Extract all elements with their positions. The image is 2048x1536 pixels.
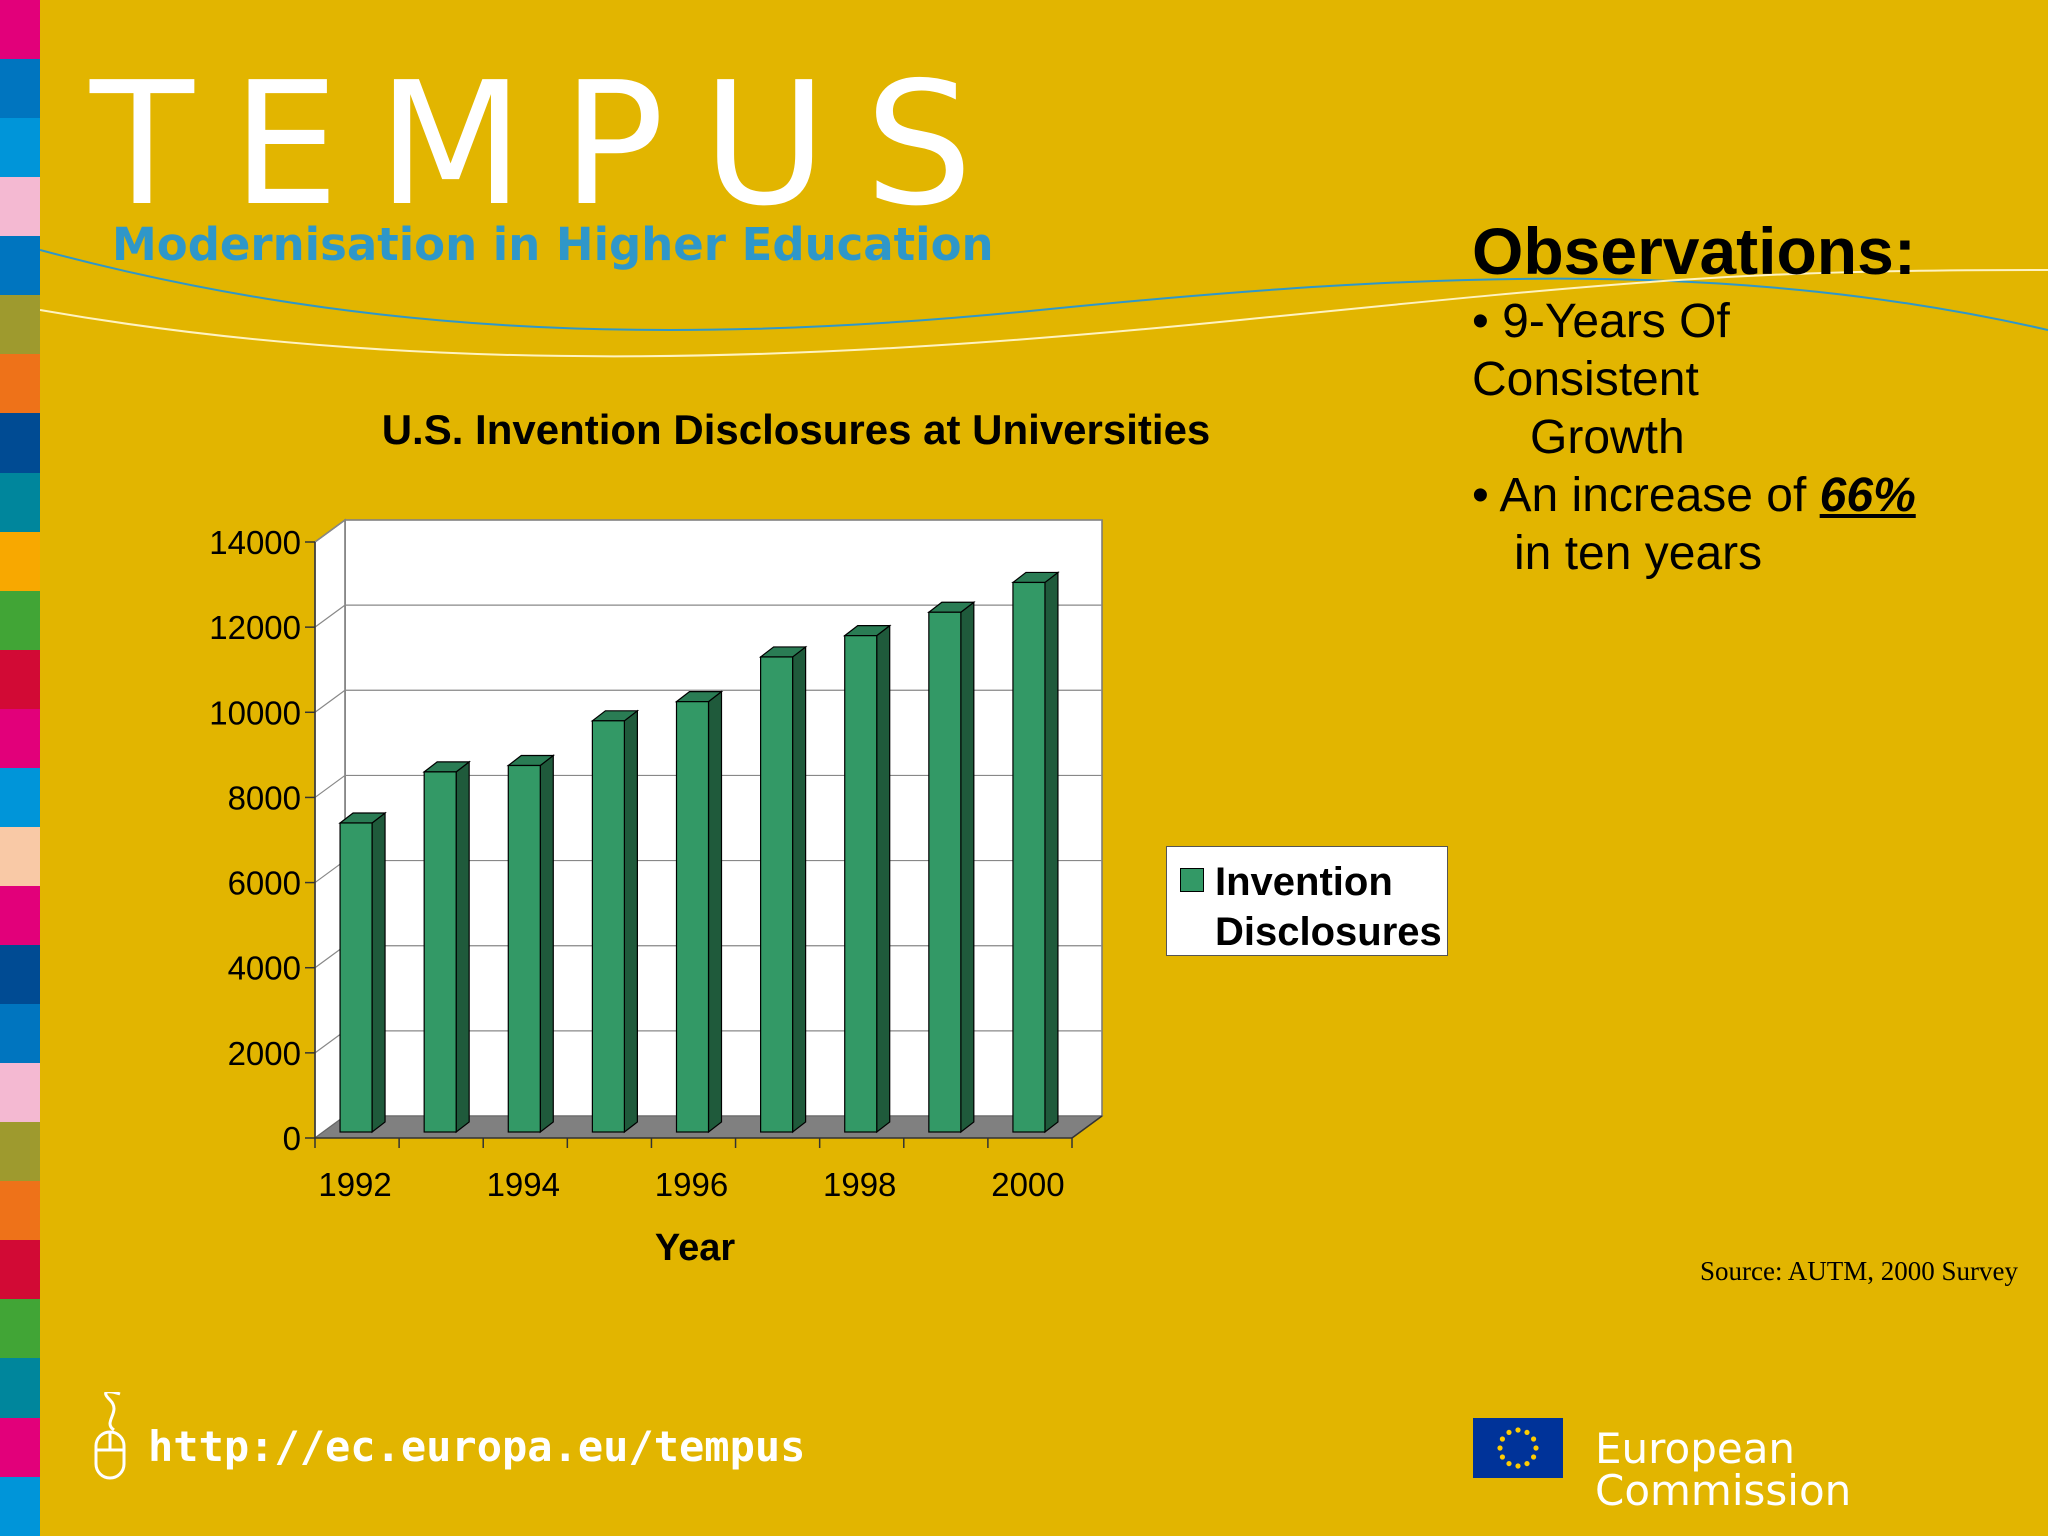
chart-legend: Invention Disclosures <box>1166 846 1448 956</box>
observation-bullet-2-prefix: • An increase of <box>1472 469 1820 522</box>
eu-star <box>1497 1445 1503 1451</box>
stripe-segment <box>0 1004 40 1064</box>
stripe-segment <box>0 1299 40 1359</box>
stripe-segment <box>0 1122 40 1182</box>
observation-bullet-2-line-2: in ten years <box>1514 527 1763 580</box>
eu-star <box>1524 1460 1530 1467</box>
eu-star <box>1499 1436 1506 1442</box>
stripe-segment <box>0 1417 40 1477</box>
stripe-segment <box>0 945 40 1005</box>
bar <box>423 771 457 1133</box>
bar <box>591 720 625 1133</box>
bar-side <box>707 690 723 1134</box>
stripe-segment <box>0 118 40 178</box>
y-tick-label: 10000 <box>209 694 301 731</box>
tempus-logo: TEMPUS <box>90 46 1011 244</box>
bar-side <box>792 645 807 1134</box>
observation-bullet-1-line-3: Growth <box>1530 411 1685 464</box>
bar-side <box>455 760 470 1134</box>
observations-title: Observations: <box>1472 214 1916 288</box>
y-tick-label: 2000 <box>228 1035 301 1072</box>
gridline <box>314 604 1102 628</box>
bar <box>928 611 962 1133</box>
eu-star <box>1530 1454 1537 1460</box>
y-tick-label: 8000 <box>228 779 301 816</box>
y-tick-label: 14000 <box>209 524 301 561</box>
footer-url[interactable]: http://ec.europa.eu/tempus <box>148 1422 806 1471</box>
bar <box>507 764 541 1133</box>
x-tick-label: 1992 <box>318 1166 391 1203</box>
stripe-segment <box>0 885 40 945</box>
mouse-icon <box>94 1392 126 1480</box>
legend-label: Invention Disclosures <box>1215 860 1442 954</box>
stripe-segment <box>0 1476 40 1536</box>
x-tick-label: 1994 <box>487 1166 560 1203</box>
stripe-segment <box>0 1358 40 1418</box>
x-axis-label: Year <box>655 1227 736 1269</box>
bar-side <box>1044 571 1059 1134</box>
bar-side <box>539 754 554 1134</box>
eu-star <box>1506 1429 1512 1436</box>
observation-emphasis: 66% <box>1819 469 1916 522</box>
chart-title: U.S. Invention Disclosures at Universiti… <box>382 406 1211 453</box>
eu-star <box>1515 1427 1521 1433</box>
stripe-segment <box>0 236 40 296</box>
bar <box>339 822 373 1133</box>
gridline <box>314 519 1102 543</box>
stripe-segment <box>0 649 40 709</box>
european-commission-label: European Commission <box>1595 1424 1852 1515</box>
observation-bullet-1-line-1: • 9-Years Of <box>1472 295 1730 348</box>
stripe-segment <box>0 1063 40 1123</box>
bar <box>1012 581 1046 1133</box>
bar <box>760 656 794 1133</box>
eu-star <box>1533 1445 1539 1451</box>
stripe-segment <box>0 59 40 119</box>
x-axis-depth <box>1071 1115 1103 1139</box>
source-note: Source: AUTM, 2000 Survey <box>1700 1256 2018 1286</box>
bar <box>675 701 710 1133</box>
bar-side <box>623 709 638 1134</box>
eu-star <box>1515 1463 1521 1469</box>
y-tick-label: 0 <box>283 1120 301 1157</box>
x-tick-label: 2000 <box>991 1166 1064 1203</box>
bar <box>844 635 878 1133</box>
eu-star <box>1506 1460 1512 1467</box>
x-tick-label: 1996 <box>655 1166 728 1203</box>
stripe-segment <box>0 1181 40 1241</box>
stripe-segment <box>0 590 40 650</box>
stripe-segment <box>0 0 40 60</box>
eu-star <box>1499 1454 1506 1460</box>
color-stripe <box>0 0 40 1536</box>
eu-star <box>1530 1436 1537 1442</box>
observation-bullet-1-line-2: Consistent <box>1472 353 1699 406</box>
stripe-segment <box>0 531 40 591</box>
stripe-segment <box>0 472 40 532</box>
stripe-segment <box>0 354 40 414</box>
y-tick-label: 4000 <box>228 950 301 987</box>
observation-bullet-2-line-1: • An increase of 66% <box>1472 472 1916 520</box>
y-tick-label: 12000 <box>209 609 301 646</box>
bar-side <box>371 811 386 1134</box>
stripe-segment <box>0 708 40 768</box>
stripe-segment <box>0 177 40 237</box>
header-wave-decoration <box>40 249 2048 358</box>
eu-star <box>1524 1429 1530 1436</box>
stripe-segment <box>0 295 40 355</box>
stripe-segment <box>0 1240 40 1300</box>
legend-swatch <box>1180 868 1204 892</box>
bar-side <box>876 624 891 1134</box>
bar-side <box>960 601 975 1134</box>
stripe-segment <box>0 413 40 473</box>
tagline: Modernisation in Higher Education <box>112 218 994 271</box>
eu-flag-icon <box>1473 1418 1563 1478</box>
y-tick-label: 6000 <box>228 865 301 902</box>
stripe-segment <box>0 767 40 827</box>
stripe-segment <box>0 826 40 886</box>
x-tick-label: 1998 <box>823 1166 896 1203</box>
